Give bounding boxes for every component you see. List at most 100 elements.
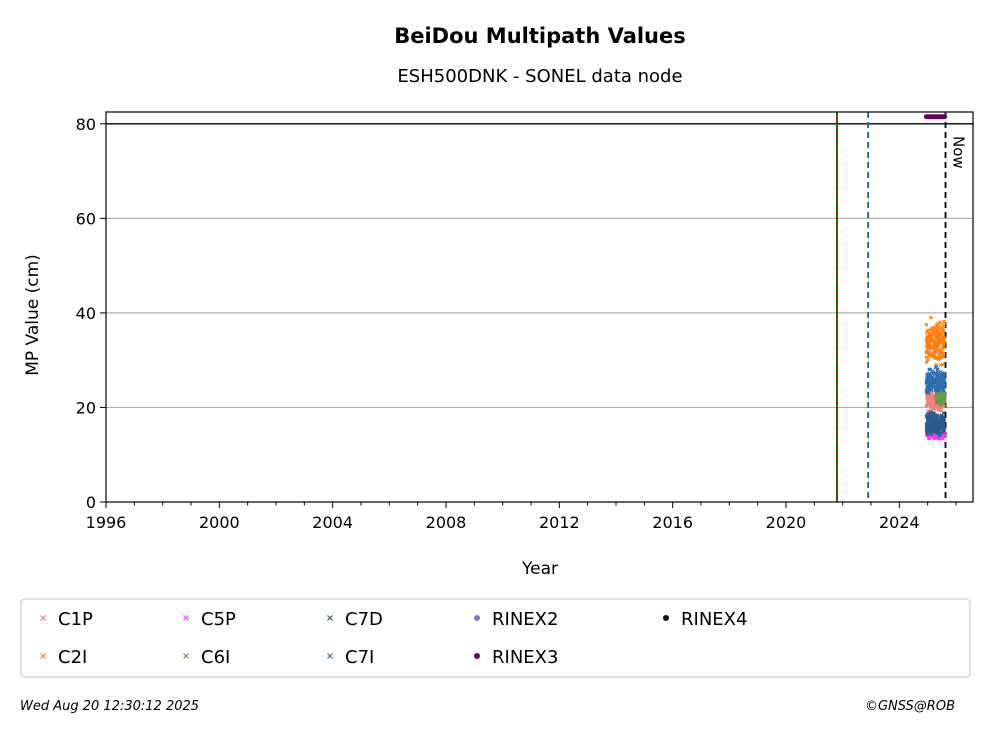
point-c7d <box>941 418 946 423</box>
point-c7i <box>928 383 933 388</box>
point-c2i <box>932 325 937 330</box>
legend-marker <box>183 653 189 659</box>
point-c7i <box>939 379 944 383</box>
point-c1p <box>938 406 943 411</box>
legend-item-c5p: C5P <box>183 609 236 630</box>
point-c7d <box>930 428 935 433</box>
point-c7i <box>931 380 936 385</box>
series-c2i <box>924 315 947 367</box>
point-c7i <box>928 374 933 379</box>
grid <box>106 123 973 409</box>
point-c2i <box>928 315 933 320</box>
point-c7d <box>925 412 930 417</box>
point-rinex3 <box>942 114 948 120</box>
y-tick-label: 40 <box>76 304 96 323</box>
footer-timestamp: Wed Aug 20 12:30:12 2025 <box>20 699 199 714</box>
point-c5p <box>934 435 938 440</box>
x-tick-label: 2020 <box>766 513 807 532</box>
legend-label: RINEX3 <box>492 647 558 668</box>
legend-label: RINEX2 <box>492 609 558 630</box>
x-axis-label: Year <box>521 559 558 579</box>
point-c7i <box>937 373 941 378</box>
point-c1p <box>930 401 935 406</box>
point-c1p <box>926 409 930 413</box>
point-c2i <box>942 319 947 324</box>
point-c7d <box>933 416 938 421</box>
point-c2i <box>942 336 947 341</box>
point-c2i <box>925 358 930 363</box>
point-c7d <box>926 430 930 435</box>
legend-label: C5P <box>201 609 236 630</box>
point-c7d <box>938 417 943 422</box>
x-tick-label: 2004 <box>312 513 353 532</box>
y-tick-label: 0 <box>86 493 96 512</box>
point-c7d <box>931 411 936 416</box>
point-c1p <box>928 402 933 407</box>
point-c2i <box>941 339 946 344</box>
point-c2i <box>932 351 937 356</box>
point-c2i <box>937 337 942 342</box>
point-c2i <box>936 332 941 337</box>
legend-label: C2I <box>58 647 87 668</box>
legend-marker <box>327 615 333 621</box>
series-c7d <box>924 410 947 438</box>
x-axis-ticks: 1996 2000 2004 2008 2012 2016 2020 2024 <box>86 502 957 532</box>
legend-label: C6I <box>201 647 230 668</box>
legend-label: RINEX4 <box>681 609 747 630</box>
legend-marker <box>474 653 480 659</box>
legend-item-rinex3: RINEX3 <box>474 647 558 668</box>
point-c2i <box>929 350 934 355</box>
legend-item-c7i: C7I <box>327 647 374 668</box>
point-c2i <box>939 354 944 358</box>
point-c7i <box>935 370 940 374</box>
y-axis-label: MP Value (cm) <box>23 254 43 376</box>
point-c2i <box>931 353 936 358</box>
point-c7d <box>935 431 940 436</box>
point-c7i <box>924 376 929 381</box>
point-c7i <box>932 371 937 376</box>
point-c7i <box>941 388 946 393</box>
point-c7i <box>935 386 940 391</box>
point-c2i <box>924 360 929 365</box>
point-c5p <box>942 433 947 438</box>
legend-label: C7D <box>345 609 383 630</box>
point-c7d <box>941 424 946 429</box>
legend-marker <box>40 615 46 621</box>
point-c7i <box>935 388 939 393</box>
point-c1p <box>924 404 929 409</box>
legend-label: C7I <box>345 647 374 668</box>
point-c7i <box>930 375 935 379</box>
legend-marker <box>474 615 480 621</box>
point-c2i <box>935 329 940 334</box>
y-tick-label: 20 <box>76 398 96 417</box>
point-c2i <box>927 353 932 358</box>
vertical-lines: Now <box>836 112 968 502</box>
point-c2i <box>926 347 931 352</box>
y-tick-label: 60 <box>76 209 96 228</box>
x-tick-label: 2024 <box>879 513 920 532</box>
x-tick-label: 2008 <box>426 513 467 532</box>
point-c2i <box>942 323 947 328</box>
point-c7d <box>928 410 933 415</box>
series-rinex3 <box>923 114 948 120</box>
point-c2i <box>926 335 931 340</box>
legend-item-c6i: C6I <box>183 647 230 668</box>
legend-marker <box>663 615 669 621</box>
point-c2i <box>939 327 944 332</box>
point-c2i <box>929 326 934 330</box>
point-c2i <box>941 345 946 350</box>
chart-subtitle: ESH500DNK - SONEL data node <box>397 66 682 87</box>
point-c6i <box>938 399 943 404</box>
point-c7i <box>939 383 944 388</box>
footer-copyright: ©GNSS@ROB <box>865 699 955 714</box>
legend-box <box>20 598 971 678</box>
series-c7i <box>924 365 947 396</box>
legend-item-c2i: C2I <box>40 647 87 668</box>
point-c2i <box>925 350 929 355</box>
point-c1p <box>928 398 933 403</box>
point-c2i <box>939 331 944 336</box>
point-c7i <box>924 379 929 384</box>
legend-marker <box>40 653 46 659</box>
point-c7i <box>935 377 940 382</box>
legend-item-rinex2: RINEX2 <box>474 609 558 630</box>
